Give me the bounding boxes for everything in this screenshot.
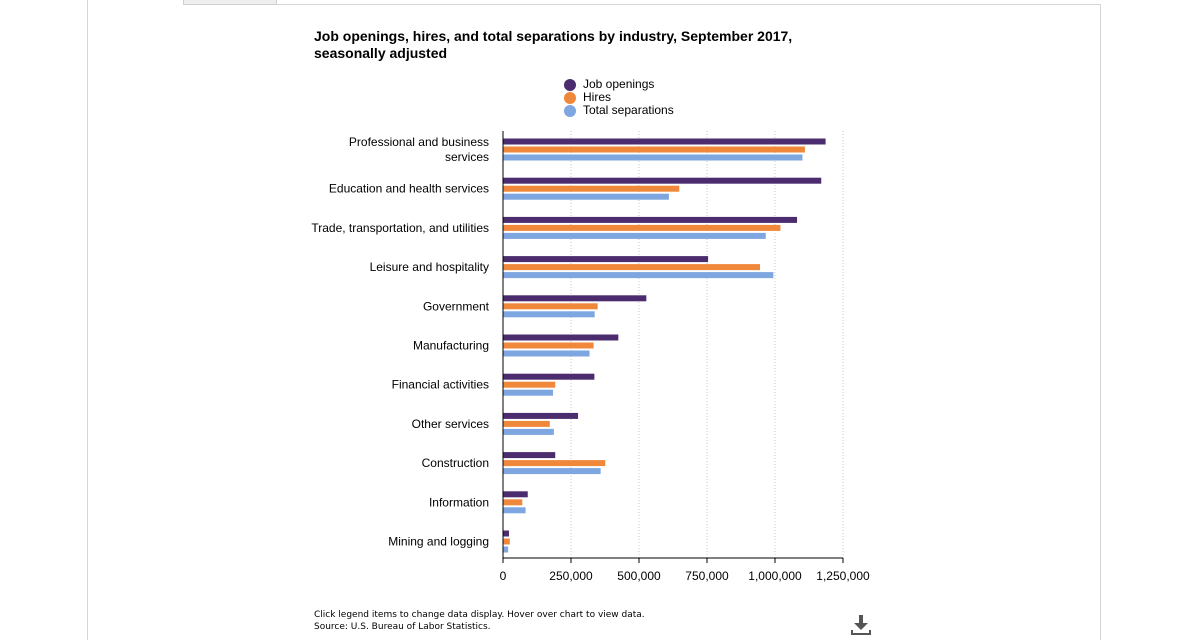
category-label-line: services [445, 150, 489, 164]
bar-total-separations-other-services[interactable] [503, 428, 554, 435]
x-tick-label: 250,000 [549, 569, 593, 583]
bar-total-separations-mining-and-logging[interactable] [503, 546, 509, 553]
category-label-line: Mining and logging [388, 535, 489, 549]
bar-job-openings-leisure-and-hospitality[interactable] [503, 256, 709, 263]
frame-right-border [1100, 4, 1101, 640]
bar-total-separations-trade-transportation-and-utilities[interactable] [503, 232, 766, 239]
x-tick-label: 1,250,000 [816, 569, 870, 583]
bar-hires-construction[interactable] [503, 460, 606, 467]
category-label: Government [423, 299, 490, 313]
category-label: Professional and business services [349, 135, 489, 164]
category-label-line: Other services [412, 417, 489, 431]
bar-hires-government[interactable] [503, 303, 598, 310]
bar-job-openings-information[interactable] [503, 491, 528, 498]
category-label-line: Education and health services [329, 182, 489, 196]
legend-label: Job openings [583, 77, 655, 91]
category-label: Trade, transportation, and utilities [311, 221, 489, 235]
bar-total-separations-construction[interactable] [503, 468, 601, 475]
bar-job-openings-professional-and-business-services[interactable] [503, 138, 826, 145]
legend-dot-job-openings [564, 78, 576, 91]
category-label: Financial activities [392, 378, 489, 392]
bar-job-openings-education-and-health-services[interactable] [503, 177, 822, 184]
bar-hires-information[interactable] [503, 499, 523, 506]
tab-strip[interactable] [183, 0, 277, 5]
bar-job-openings-financial-activities[interactable] [503, 373, 595, 380]
frame-left-border [87, 0, 88, 640]
legend-dot-total-separations [564, 104, 576, 117]
legend-item-total-separations[interactable]: Total separations [564, 104, 674, 117]
bar-job-openings-other-services[interactable] [503, 412, 579, 419]
bar-hires-leisure-and-hospitality[interactable] [503, 264, 761, 271]
category-label-line: Leisure and hospitality [370, 260, 489, 274]
bar-hires-other-services[interactable] [503, 420, 550, 427]
x-tick-label: 750,000 [685, 569, 729, 583]
x-tick-label: 500,000 [617, 569, 661, 583]
category-label-line: Professional and business [349, 135, 489, 149]
bar-hires-professional-and-business-services[interactable] [503, 146, 805, 153]
frame-top-border [183, 4, 1101, 5]
category-label-line: Government [423, 299, 490, 313]
bar-hires-manufacturing[interactable] [503, 342, 594, 349]
category-label-line: Construction [422, 456, 489, 470]
bar-hires-trade-transportation-and-utilities[interactable] [503, 224, 781, 231]
bar-job-openings-construction[interactable] [503, 452, 556, 459]
category-label: Manufacturing [413, 339, 489, 353]
bar-total-separations-information[interactable] [503, 507, 526, 514]
bar-hires-education-and-health-services[interactable] [503, 185, 680, 192]
x-tick-label: 1,000,000 [748, 569, 802, 583]
bar-total-separations-government[interactable] [503, 311, 595, 318]
category-label-line: Trade, transportation, and utilities [311, 221, 489, 235]
legend-label: Hires [583, 90, 612, 104]
x-tick-label: 0 [500, 569, 507, 583]
legend: Job openings Hires Total separations [564, 78, 674, 117]
legend-item-job-openings[interactable]: Job openings [564, 78, 674, 91]
chart-footnote: Click legend items to change data displa… [314, 609, 645, 633]
chart-title: Job openings, hires, and total separatio… [314, 28, 793, 61]
bar-hires-mining-and-logging[interactable] [503, 538, 510, 545]
legend-item-hires[interactable]: Hires [564, 91, 674, 104]
footnote-instructions: Click legend items to change data displa… [314, 610, 645, 620]
bar-job-openings-manufacturing[interactable] [503, 334, 619, 341]
bar-total-separations-leisure-and-hospitality[interactable] [503, 272, 774, 279]
category-label: Mining and logging [388, 535, 489, 549]
bar-total-separations-manufacturing[interactable] [503, 350, 590, 357]
category-label: Construction [422, 456, 489, 470]
bar-job-openings-trade-transportation-and-utilities[interactable] [503, 216, 798, 223]
category-label: Leisure and hospitality [370, 260, 489, 274]
category-label: Education and health services [329, 182, 489, 196]
bar-total-separations-education-and-health-services[interactable] [503, 193, 669, 200]
category-label-line: Financial activities [392, 378, 489, 392]
bar-job-openings-government[interactable] [503, 295, 647, 302]
legend-dot-hires [564, 91, 576, 104]
download-icon[interactable] [850, 614, 872, 636]
bar-hires-financial-activities[interactable] [503, 381, 556, 388]
footnote-source: Source: U.S. Bureau of Labor Statistics. [314, 622, 491, 632]
category-label: Information [429, 495, 489, 509]
bar-total-separations-professional-and-business-services[interactable] [503, 154, 803, 161]
category-label-line: Manufacturing [413, 339, 489, 353]
bar-total-separations-financial-activities[interactable] [503, 389, 554, 396]
legend-label: Total separations [583, 103, 674, 117]
bar-chart[interactable]: Professional and business services Educati… [0, 0, 1192, 600]
category-label-line: Information [429, 495, 489, 509]
category-label: Other services [412, 417, 489, 431]
bar-job-openings-mining-and-logging[interactable] [503, 530, 509, 537]
